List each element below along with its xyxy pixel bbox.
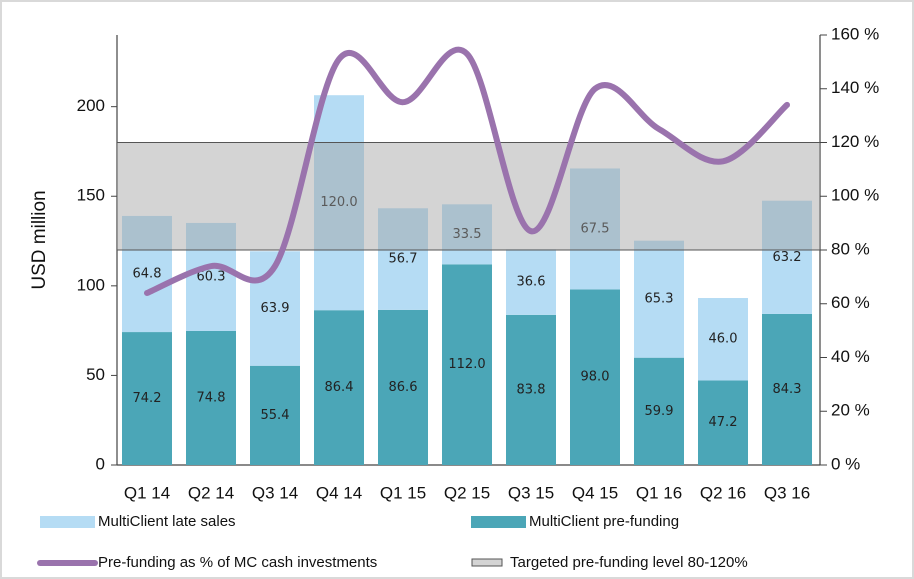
legend-swatch [471, 516, 526, 528]
y-tick-label: 200 [77, 96, 105, 115]
bar-segment [506, 249, 556, 315]
data-label: 86.6 [389, 380, 418, 395]
y2-tick-label: 120 % [831, 132, 879, 151]
data-label: 74.2 [133, 391, 162, 406]
x-tick-label: Q2 14 [188, 483, 234, 502]
bar-segment [698, 298, 748, 381]
bar-segment [314, 310, 364, 465]
data-label: 55.4 [261, 408, 290, 423]
line [144, 46, 790, 296]
data-label: 47.2 [709, 415, 738, 430]
x-tick-label: Q1 16 [636, 483, 682, 502]
bar-segment [442, 204, 492, 265]
y-tick-label: 100 [77, 275, 105, 294]
data-label: 63.2 [773, 250, 802, 265]
data-label: 120.0 [320, 195, 357, 210]
x-tick-label: Q4 14 [316, 483, 362, 502]
data-label: 74.8 [197, 390, 226, 405]
legend-label: MultiClient late sales [98, 513, 236, 530]
y2-tick-label: 100 % [831, 186, 879, 205]
bar-segment [634, 240, 684, 358]
bar-segment [186, 330, 236, 465]
bar-segment [442, 264, 492, 465]
legend-label: Targeted pre-funding level 80-120% [510, 554, 748, 571]
data-label: 65.3 [645, 292, 674, 307]
data-label: 63.9 [261, 301, 290, 316]
y-tick-label: 50 [86, 365, 105, 384]
data-label: 84.3 [773, 382, 802, 397]
bar-segment [506, 314, 556, 465]
data-label: 36.6 [517, 275, 546, 290]
y-axis-title: USD million [29, 190, 50, 289]
x-tick-label: Q3 16 [764, 483, 810, 502]
data-label: 46.0 [709, 332, 738, 347]
bar-segment [378, 309, 428, 465]
bar-segment [314, 95, 364, 311]
bar-segment [250, 365, 300, 465]
bar-segment [698, 380, 748, 465]
x-tick-label: Q1 14 [124, 483, 170, 502]
legend-label: Pre-funding as % of MC cash investments [98, 554, 377, 571]
x-tick-label: Q3 14 [252, 483, 298, 502]
bar-segment [122, 332, 172, 465]
data-label: 33.5 [453, 227, 482, 242]
x-tick-label: Q2 16 [700, 483, 746, 502]
bar-segment [570, 289, 620, 465]
data-label: 98.0 [581, 370, 610, 385]
y2-tick-label: 160 % [831, 24, 879, 43]
bar-segment [186, 222, 236, 331]
bar-segment [570, 168, 620, 290]
data-label: 56.7 [389, 252, 418, 267]
x-tick-label: Q2 15 [444, 483, 490, 502]
x-tick-label: Q3 15 [508, 483, 554, 502]
x-tick-label: Q1 15 [380, 483, 426, 502]
x-tick-label: Q4 15 [572, 483, 618, 502]
data-label: 67.5 [581, 221, 610, 236]
data-label: 64.8 [133, 267, 162, 282]
legend-label: MultiClient pre-funding [529, 513, 679, 530]
y2-tick-label: 40 % [831, 347, 870, 366]
bar-segment [634, 357, 684, 465]
bar-segment [378, 208, 428, 310]
bar-segment [122, 215, 172, 333]
y2-tick-label: 80 % [831, 239, 870, 258]
y2-tick-label: 0 % [831, 454, 860, 473]
y2-tick-label: 20 % [831, 401, 870, 420]
bar-segment [762, 200, 812, 314]
data-label: 59.9 [645, 404, 674, 419]
y2-tick-label: 60 % [831, 293, 870, 312]
data-label: 60.3 [197, 269, 226, 284]
bar-segment [762, 313, 812, 465]
data-label: 86.4 [325, 380, 354, 395]
data-label: 83.8 [517, 382, 546, 397]
y-tick-label: 150 [77, 186, 105, 205]
y2-tick-label: 140 % [831, 78, 879, 97]
legend-swatch [40, 516, 95, 528]
y-tick-label: 0 [96, 454, 105, 473]
data-label: 112.0 [448, 357, 485, 372]
legend-swatch [471, 558, 503, 567]
